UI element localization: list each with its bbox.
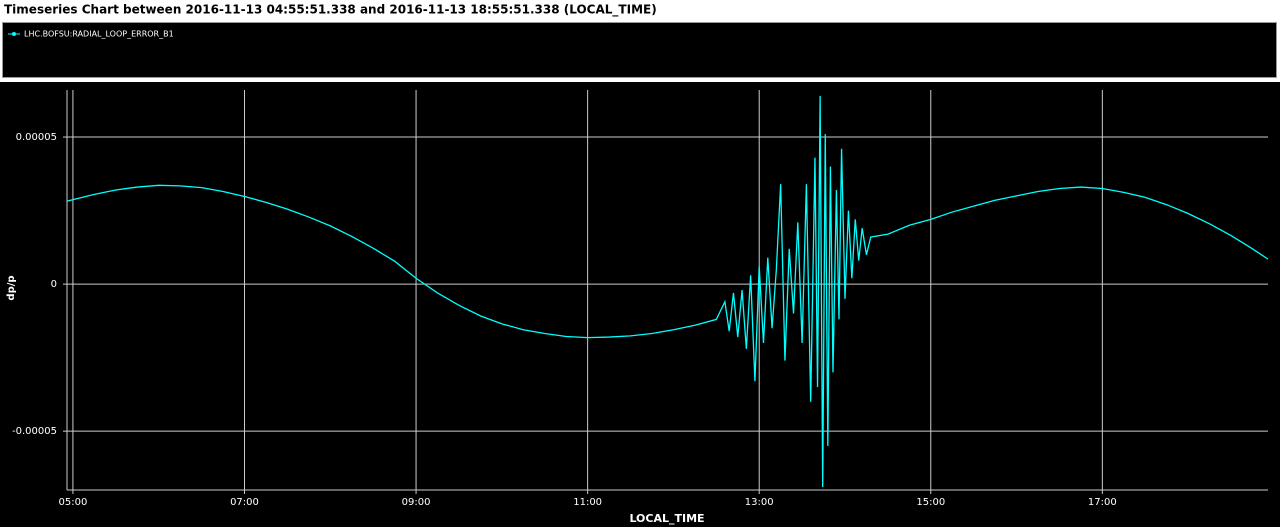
- series-line: [66, 95, 1269, 488]
- x-tick-label: 09:00: [402, 497, 431, 508]
- plot-background: [0, 82, 1280, 527]
- y-tick-label: 0.00005: [16, 132, 57, 143]
- y-tick-label: 0: [51, 279, 57, 290]
- x-tick-label: 11:00: [573, 497, 602, 508]
- x-axis-label: LOCAL_TIME: [629, 512, 704, 525]
- legend-marker: [12, 32, 16, 36]
- title-bar: [0, 0, 1280, 20]
- x-tick-label: 13:00: [745, 497, 774, 508]
- legend-box: [2, 22, 1277, 78]
- x-tick-label: 07:00: [230, 497, 259, 508]
- y-tick-label: -0.00005: [12, 426, 57, 437]
- x-tick-label: 15:00: [916, 497, 945, 508]
- y-axis-label: dp/p: [6, 275, 17, 300]
- legend-label: LHC.BOFSU:RADIAL_LOOP_ERROR_B1: [24, 30, 174, 39]
- chart-title: Timeseries Chart between 2016-11-13 04:5…: [4, 3, 657, 18]
- x-tick-label: 17:00: [1088, 497, 1117, 508]
- x-tick-label: 05:00: [59, 497, 88, 508]
